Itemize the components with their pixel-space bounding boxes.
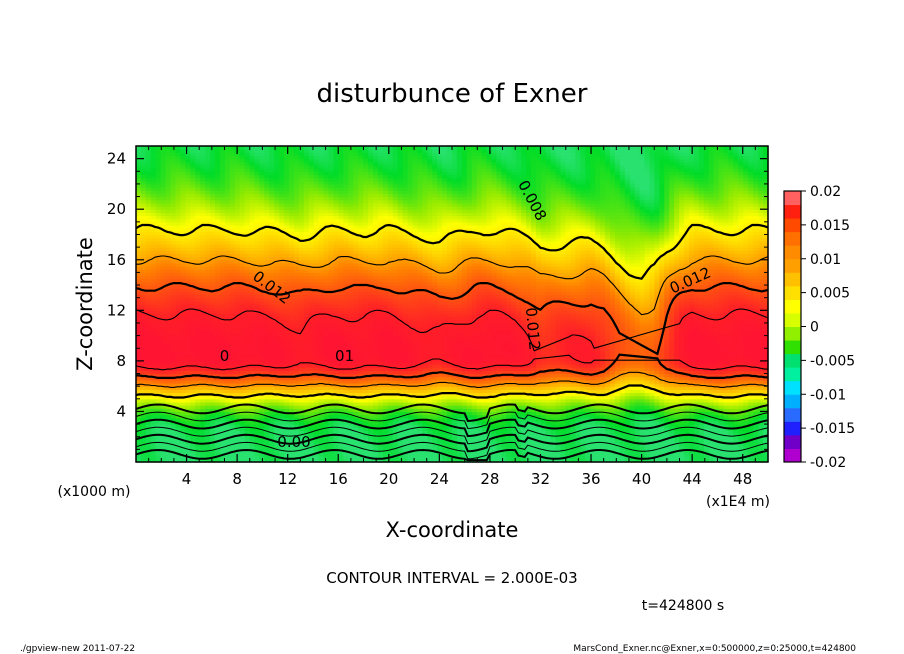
heatmap-field: [136, 146, 769, 463]
x-tick-label: 48: [733, 470, 752, 488]
colorbar-segment: [784, 353, 801, 368]
contour-line-surface: [135, 448, 769, 462]
colorbar: 0.02 0.015 0.01 0.005 0 -0.005 -0.01 -0.015 -0.0…: [783, 184, 855, 471]
colorbar-tick-label: -0.01: [810, 387, 846, 403]
contour-label: 0.00: [277, 433, 310, 451]
y-tick-label: 16: [107, 251, 126, 269]
colorbar-segment: [784, 299, 801, 314]
colorbar-segment: [784, 407, 801, 422]
x-tick-label: 40: [632, 470, 651, 488]
x-axis-label: X-coordinate: [386, 518, 519, 542]
chart-title: disturbunce of Exner: [317, 79, 588, 109]
x-tick-label: 36: [581, 470, 600, 488]
contour-interval-text: CONTOUR INTERVAL = 2.000E-03: [326, 569, 577, 587]
x-tick-label: 12: [278, 470, 297, 488]
time-text: t=424800 s: [642, 598, 724, 614]
contour-lines: [135, 223, 769, 462]
contour-line-lower: [136, 353, 768, 379]
colorbar-segment: [784, 340, 801, 355]
y-unit-label: (x1000 m): [58, 484, 131, 500]
x-tick-label: 8: [232, 470, 242, 488]
y-tick-label: 12: [107, 301, 126, 319]
y-axis-label: Z-coordinate: [73, 237, 97, 371]
colorbar-tick-label: -0.005: [810, 353, 855, 369]
y-tick-label: 20: [107, 200, 126, 218]
contour-line-lower: [135, 384, 768, 399]
contour-line-surface: [135, 441, 769, 460]
colorbar-segment: [784, 285, 801, 300]
y-tick-label: 8: [116, 352, 126, 370]
x-tick-label: 20: [379, 470, 398, 488]
colorbar-segment: [784, 367, 801, 382]
contour-label: 0: [220, 347, 230, 365]
contour-label: 0.012: [522, 307, 544, 351]
colorbar-segment: [784, 434, 801, 449]
x-tick-label: 28: [480, 470, 499, 488]
colorbar-segment: [784, 394, 801, 409]
colorbar-tick-label: -0.015: [810, 421, 855, 437]
colorbar-tick-label: 0.02: [810, 184, 841, 200]
colorbar-tick-label: 0.01: [810, 252, 841, 268]
contour-line-lower: [135, 371, 769, 388]
colorbar-tick-label: 0.005: [810, 286, 850, 302]
contour-line-surface: [135, 433, 769, 453]
colorbar-segment: [784, 191, 801, 206]
x-tick-label: 4: [182, 470, 192, 488]
colorbar-segment: [784, 448, 801, 463]
contour-line-upper: [136, 255, 769, 316]
colorbar-tick-label: 0.015: [810, 218, 850, 234]
x-tick-label: 44: [683, 470, 702, 488]
contour-label: 01: [335, 347, 354, 365]
colorbar-segment: [784, 421, 801, 436]
contour-line-surface: [135, 411, 769, 430]
y-tick-label: 24: [107, 150, 126, 168]
contour-line-surface: [135, 426, 769, 445]
colorbar-segment: [784, 204, 801, 219]
contour-line-surface: [135, 403, 769, 422]
colorbar-segment: [784, 272, 801, 287]
x-tick-label: 16: [329, 470, 348, 488]
colorbar-segment: [784, 326, 801, 341]
x-axis-ticks: 4 8 12 16 20 24 28 32 36 40 44 48: [148, 146, 756, 488]
contour-line-lower: [135, 354, 768, 371]
x-tick-label: 32: [531, 470, 550, 488]
colorbar-tick-label: 0: [810, 320, 819, 336]
contour-line-upper: [135, 282, 769, 356]
colorbar-segment: [784, 245, 801, 260]
contour-line-upper: [135, 223, 769, 280]
footer-left: ./gpview-new 2011-07-22: [20, 644, 135, 654]
contour-line-upper: [135, 308, 769, 352]
y-axis-ticks: 4 8 12 16 20 24: [107, 150, 768, 450]
colorbar-segment: [784, 218, 801, 233]
x-tick-label: 24: [430, 470, 449, 488]
y-tick-label: 4: [116, 402, 126, 420]
contour-line-surface: [135, 418, 769, 438]
footer-right: MarsCond_Exner.nc@Exner,x=0:500000,z=0:2…: [573, 644, 856, 654]
colorbar-tick-label: -0.02: [810, 455, 846, 471]
colorbar-segment: [784, 231, 801, 246]
x-unit-label: (x1E4 m): [706, 494, 770, 510]
colorbar-segment: [784, 258, 801, 273]
colorbar-segment: [784, 380, 801, 395]
colorbar-segment: [784, 312, 801, 327]
